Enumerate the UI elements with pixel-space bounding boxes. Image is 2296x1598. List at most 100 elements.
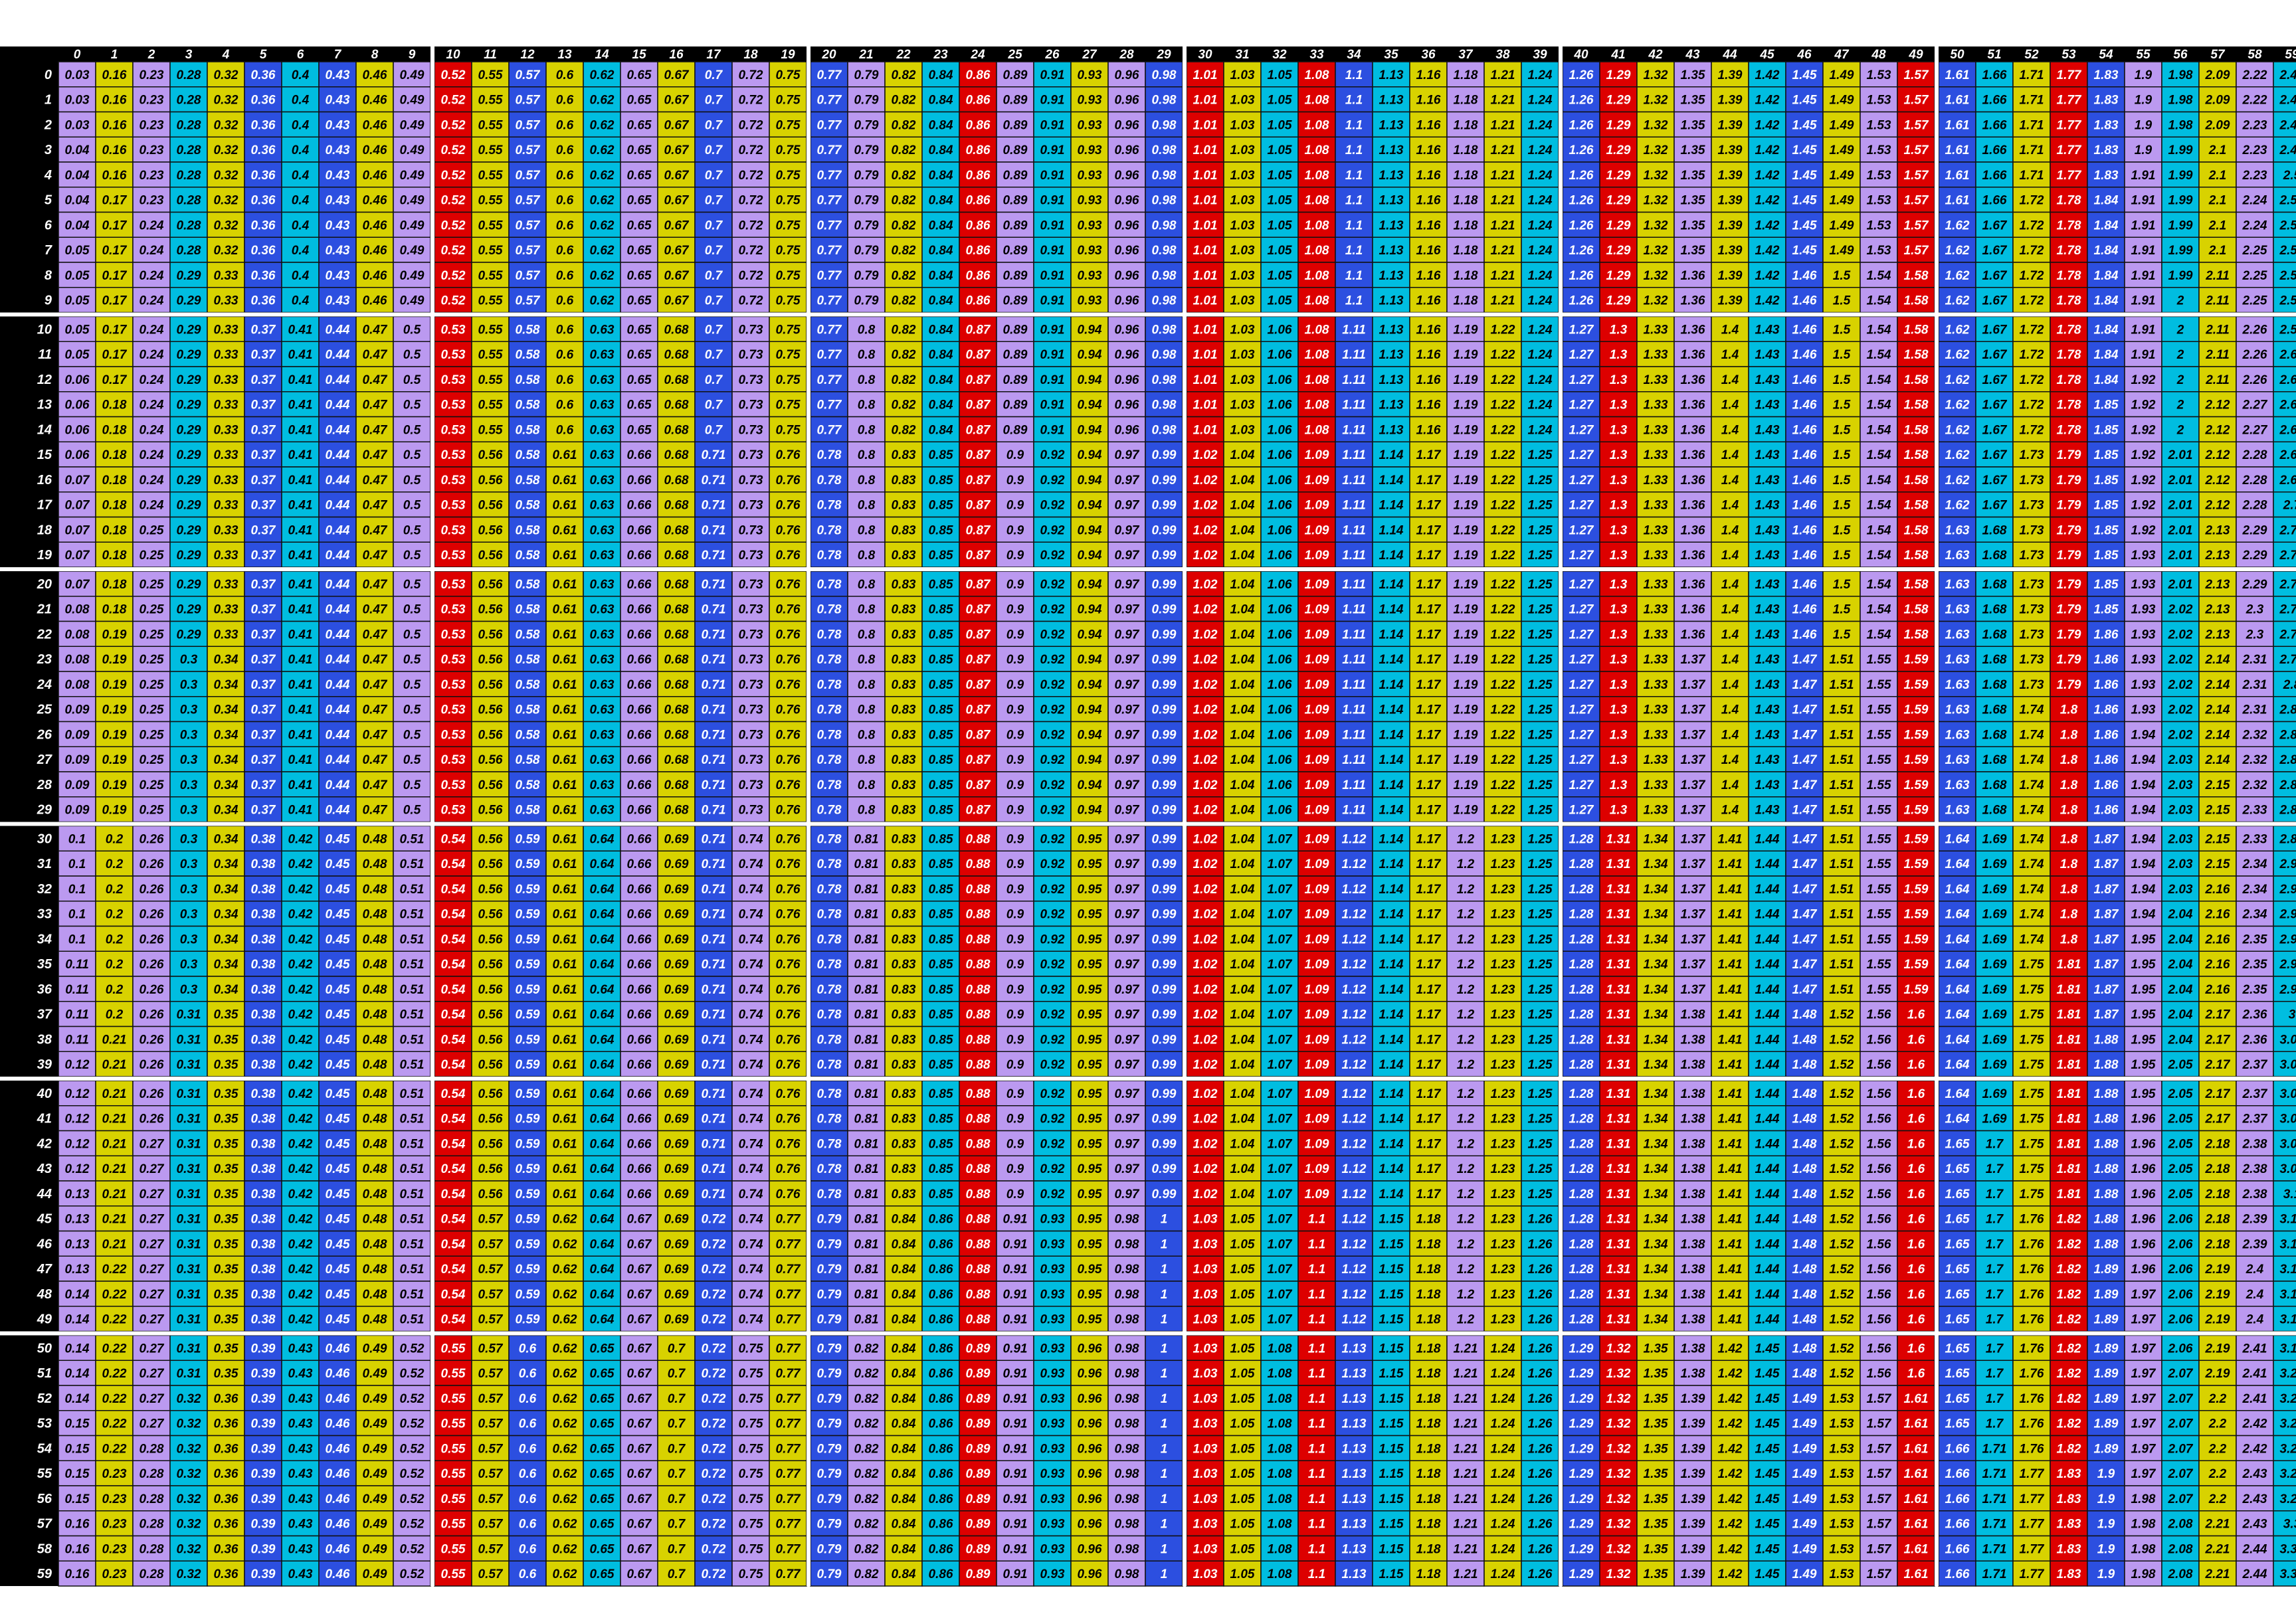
- cell-value: 0.28: [140, 1467, 164, 1481]
- cell-value: 0.24: [140, 348, 164, 362]
- cell-value: 0.76: [776, 1162, 801, 1176]
- cell-value: 0.76: [776, 703, 801, 717]
- grid-cell: 0.72: [694, 1435, 733, 1461]
- grid-cell: 1.21: [1483, 136, 1522, 163]
- grid-cell: 0.46: [318, 1435, 357, 1461]
- grid-cell: 0.42: [281, 875, 320, 902]
- cell-value: 1.04: [1230, 804, 1255, 818]
- grid-cell: 0.05: [58, 315, 96, 342]
- grid-cell: 0.67: [657, 211, 696, 238]
- grid-cell: 0.68: [657, 391, 696, 418]
- cell-value: 0.59: [516, 1313, 540, 1327]
- cell-value: 1.21: [1491, 169, 1515, 183]
- cell-value: 0.7: [705, 68, 723, 82]
- cell-value: 0.56: [478, 932, 503, 946]
- grid-cell: 0.66: [620, 516, 658, 543]
- grid-cell: 0.69: [657, 1001, 696, 1027]
- grid-cell: 0.41: [281, 746, 320, 772]
- row-header: 6: [45, 218, 52, 232]
- grid-cell: 0.3: [169, 771, 208, 798]
- grid-cell: 0.31: [169, 1334, 208, 1361]
- cell-value: 0.61: [553, 653, 577, 667]
- grid-cell: 1.16: [1409, 187, 1448, 213]
- grid-cell: 1.17: [1409, 825, 1448, 851]
- cell-value: 1.04: [1230, 728, 1255, 742]
- grid-cell: 1.11: [1335, 416, 1373, 442]
- cell-value: 0.93: [1040, 1342, 1065, 1356]
- grid-cell: 0.93: [1070, 86, 1109, 113]
- grid-cell: 0.27: [132, 1230, 171, 1257]
- cell-value: 0.45: [326, 857, 350, 871]
- grid-cell: 0.74: [731, 850, 770, 877]
- cell-value: 0.07: [65, 523, 90, 537]
- grid-cell: 1.28: [1562, 950, 1600, 977]
- cell-value: 0.8: [858, 703, 876, 717]
- cell-value: 0.64: [590, 1213, 615, 1227]
- cell-value: 0.41: [288, 348, 313, 362]
- cell-value: 0.32: [214, 143, 239, 157]
- grid-cell: 0.22: [95, 1410, 134, 1437]
- grid-cell: 1.12: [1335, 1051, 1373, 1077]
- cell-value: 0.91: [1040, 219, 1065, 232]
- row-header: 26: [37, 727, 52, 742]
- cell-value: 0.91: [1040, 68, 1065, 82]
- cell-value: 0.85: [929, 1188, 953, 1201]
- grid-cell: 1.25: [1521, 721, 1559, 747]
- grid-cell: 0.23: [132, 111, 171, 137]
- cell-value: 0.25: [140, 549, 164, 563]
- cell-value: 1.14: [1379, 1033, 1404, 1047]
- cell-value: 0.79: [817, 1342, 842, 1356]
- grid-cell: 0.31: [169, 1080, 208, 1107]
- grid-cell: 0.78: [810, 925, 848, 952]
- cell-value: 1.14: [1379, 448, 1404, 462]
- cell-value: 0.72: [702, 1237, 726, 1251]
- grid-cell: 0.35: [207, 1360, 245, 1386]
- grid-cell: 1.26: [1521, 1460, 1559, 1486]
- cell-value: 1.21: [1491, 118, 1515, 132]
- cell-value: 1.19: [1454, 728, 1478, 742]
- cell-value: 0.77: [817, 118, 842, 132]
- cell-value: 0.94: [1078, 423, 1102, 437]
- grid-cell: 0.61: [545, 771, 584, 798]
- cell-value: 0.2: [106, 958, 124, 972]
- cell-value: 0.85: [929, 703, 953, 717]
- grid-cell: 0.77: [810, 86, 848, 113]
- cell-value: 0.67: [664, 143, 690, 157]
- cell-value: 0.78: [817, 474, 842, 488]
- cell-value: 0.04: [65, 219, 90, 232]
- grid-cell: 0.67: [620, 1334, 658, 1361]
- grid-cell: 1.04: [1223, 925, 1262, 952]
- grid-cell: 1.23: [1483, 875, 1522, 902]
- cell-value: 1.22: [1491, 423, 1515, 437]
- cell-value: 1.13: [1342, 1492, 1367, 1506]
- cell-value: 1.11: [1342, 399, 1366, 412]
- cell-value: 0.48: [363, 1087, 387, 1101]
- cell-value: 0.1: [68, 883, 86, 897]
- grid-cell: 0.14: [58, 1281, 96, 1307]
- cell-value: 0.97: [1115, 883, 1140, 897]
- cell-value: 0.26: [140, 1112, 164, 1126]
- grid-cell: 0.65: [583, 1485, 621, 1512]
- grid-cell: 0.87: [959, 671, 997, 697]
- grid-cell: 0.59: [508, 1230, 547, 1257]
- grid-cell: 0.48: [355, 1205, 394, 1232]
- cell-value: 0.25: [140, 628, 164, 642]
- grid-cell: 0.78: [810, 901, 848, 927]
- cell-value: 0.56: [478, 499, 503, 513]
- cell-value: 1.18: [1416, 1467, 1441, 1481]
- grid-cell: 0.48: [355, 1051, 394, 1077]
- grid-cell: 0.65: [620, 262, 658, 288]
- grid-cell: 1.09: [1297, 1080, 1336, 1107]
- grid-cell: 1.24: [1483, 1535, 1522, 1561]
- grid-cell: 0.55: [434, 1560, 472, 1587]
- cell-value: 1.09: [1305, 908, 1329, 922]
- cell-value: 0.83: [892, 832, 916, 846]
- cell-value: 0.31: [177, 1087, 201, 1101]
- grid-cell: 0.83: [884, 850, 923, 877]
- grid-cell: 1.17: [1409, 901, 1448, 927]
- grid-cell: 1.25: [1521, 646, 1559, 672]
- cell-value: 1.17: [1416, 603, 1442, 617]
- cell-value: 0.31: [177, 1137, 201, 1151]
- grid-cell: 0.78: [810, 541, 848, 568]
- cell-value: 0.66: [627, 932, 652, 946]
